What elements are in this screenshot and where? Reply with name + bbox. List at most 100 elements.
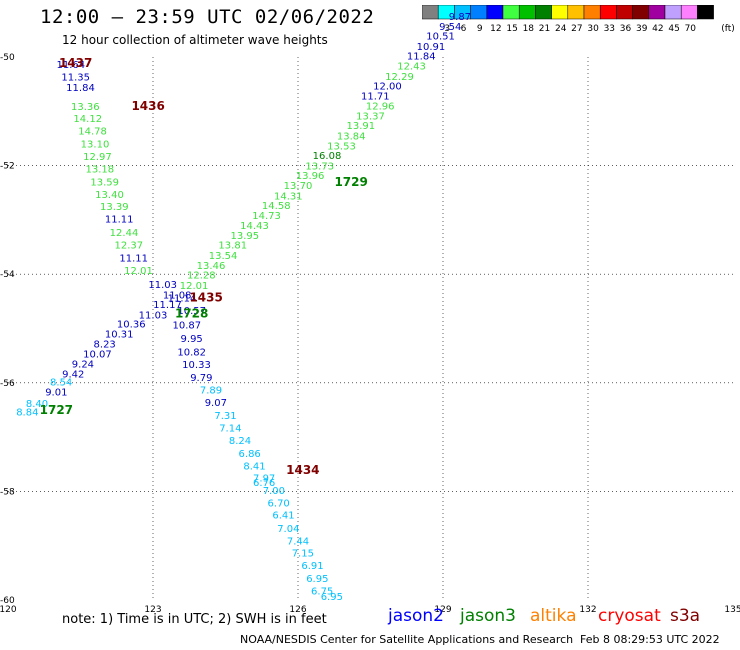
legend-tick-label: 6 <box>461 24 467 34</box>
legend-tick-label: 45 <box>668 24 679 34</box>
chart-title: 12:00 — 23:59 UTC 02/06/2022 <box>40 6 375 28</box>
swh-value-label: 11.03 <box>148 280 177 291</box>
swh-value-label: 13.84 <box>337 132 366 143</box>
swh-value-label: 13.54 <box>209 251 238 262</box>
satellite-legend-cryosat: cryosat <box>598 606 661 626</box>
swh-value-label: 14.43 <box>240 221 269 232</box>
legend-tick-label: 24 <box>555 24 567 34</box>
swh-value-label: 13.96 <box>296 171 325 182</box>
legend-tick-label: 9 <box>477 24 483 34</box>
swh-value-label: 9.87 <box>449 12 471 23</box>
swh-value-label: 12.43 <box>397 61 426 72</box>
swh-value-label: 11.11 <box>105 215 134 226</box>
data-series-2: 8.848.409.018.549.429.2410.078.2310.3110… <box>16 12 471 418</box>
footnote: note: 1) Time is in UTC; 2) SWH is in fe… <box>62 612 327 627</box>
swh-value-label: 11.84 <box>66 83 95 94</box>
x-tick-label: 126 <box>289 605 306 615</box>
swh-value-label: 9.95 <box>181 334 203 345</box>
swh-value-label: 10.87 <box>173 321 202 332</box>
swh-value-label: 10.82 <box>177 348 206 359</box>
swh-value-label: 10.07 <box>83 349 112 360</box>
x-tick-label: 120 <box>0 605 17 615</box>
legend-tick-label: 27 <box>571 24 582 34</box>
swh-value-label: 8.23 <box>94 340 116 351</box>
legend-swatch <box>697 5 714 20</box>
track-id-label: 1727 <box>40 403 73 417</box>
legend-tick-label: 33 <box>604 24 615 34</box>
swh-value-label: 14.12 <box>73 114 102 125</box>
swh-value-label: 12.28 <box>187 271 216 282</box>
swh-value-label: 6.70 <box>268 499 290 510</box>
generated-timestamp: Feb 8 08:29:53 UTC 2022 <box>580 633 720 646</box>
swh-value-label: 14.31 <box>274 191 303 202</box>
swh-value-label: 16.08 <box>313 151 342 162</box>
wave-height-chart: 120 123 126 129 132 135-50-52-54-56-58-6011.6… <box>0 12 740 615</box>
swh-value-label: 9.42 <box>62 369 84 380</box>
swh-value-label: 8.54 <box>50 378 72 389</box>
swh-value-label: 10.91 <box>417 42 446 53</box>
legend-tick-label: 12 <box>490 24 501 34</box>
swh-value-label: 8.24 <box>229 436 251 447</box>
legend-tick-label: 15 <box>506 24 517 34</box>
swh-value-label: 10.57 <box>177 306 206 317</box>
swh-value-label: 13.37 <box>356 111 385 122</box>
swh-value-label: 7.04 <box>277 524 299 535</box>
swh-value-label: 6.86 <box>239 449 261 460</box>
swh-value-label: 13.18 <box>86 165 115 176</box>
legend-tick-label: 39 <box>636 24 648 34</box>
swh-value-label: 8.41 <box>243 462 265 473</box>
swh-value-label: 11.35 <box>61 72 90 83</box>
legend-tick-label: 42 <box>652 24 663 34</box>
swh-value-label: 7.14 <box>219 424 241 435</box>
swh-value-label: 10.31 <box>105 330 134 341</box>
legend-tick-label: 21 <box>539 24 550 34</box>
swh-value-label: 13.91 <box>347 121 376 132</box>
swh-value-label: 9.07 <box>205 398 227 409</box>
swh-value-label: 7.97 <box>253 474 275 485</box>
swh-value-label: 13.53 <box>327 141 356 152</box>
swh-value-label: 12.29 <box>385 72 414 83</box>
satellite-legend-s3a: s3a <box>670 606 701 626</box>
swh-value-label: 12.97 <box>83 152 112 163</box>
track-id-label: 1435 <box>189 290 222 304</box>
swh-value-label: 11.03 <box>139 311 168 322</box>
legend-tick-label: 18 <box>523 24 535 34</box>
credit-line: NOAA/NESDIS Center for Satellite Applica… <box>240 633 574 646</box>
satellite-legend-jason2: jason2 <box>388 606 444 626</box>
swh-value-label: 11.14 <box>168 293 197 304</box>
legend-tick-label: 3 <box>444 24 450 34</box>
swh-value-label: 10.33 <box>182 360 211 371</box>
swh-value-label: 9.01 <box>45 387 67 398</box>
swh-value-label: 13.46 <box>197 261 226 272</box>
swh-value-label: 14.78 <box>78 127 107 138</box>
swh-value-label: 12.01 <box>180 281 209 292</box>
swh-value-label: 9.79 <box>190 373 212 384</box>
swh-value-label: 12.96 <box>366 102 395 113</box>
y-tick-label: -56 <box>0 379 15 389</box>
swh-value-label: 13.36 <box>71 102 100 113</box>
swh-value-label: 13.39 <box>100 202 129 213</box>
swh-value-label: 13.40 <box>95 190 124 201</box>
track-id-label: 1434 <box>286 463 319 477</box>
color-scale-legend: 3 6 9 12 15 18 21 24 27 30 33 36 39 42 45 70 (ft) <box>422 5 735 34</box>
legend-tick-label: 36 <box>620 24 632 34</box>
track-id-label: 1729 <box>334 175 367 189</box>
swh-value-label: 11.84 <box>407 52 436 63</box>
swh-value-label: 7.44 <box>287 537 309 548</box>
y-tick-label: -58 <box>0 487 15 497</box>
swh-value-label: 12.44 <box>110 228 139 239</box>
swh-value-label: 11.71 <box>361 91 390 102</box>
swh-value-label: 7.31 <box>214 411 236 422</box>
swh-value-label: 13.70 <box>284 181 313 192</box>
swh-value-label: 14.73 <box>252 211 281 222</box>
swh-value-label: 8.84 <box>16 407 38 418</box>
swh-value-label: 6.76 <box>253 478 275 489</box>
swh-value-label: 12.00 <box>373 82 402 93</box>
x-tick-label: 135 <box>724 605 740 615</box>
y-tick-label: -52 <box>0 162 15 172</box>
swh-value-label: 11.11 <box>119 254 148 265</box>
y-tick-label: -54 <box>0 270 15 280</box>
legend-unit-label: (ft) <box>721 24 735 34</box>
swh-value-label: 13.73 <box>305 161 334 172</box>
swh-value-label: 11.64 <box>57 60 86 71</box>
